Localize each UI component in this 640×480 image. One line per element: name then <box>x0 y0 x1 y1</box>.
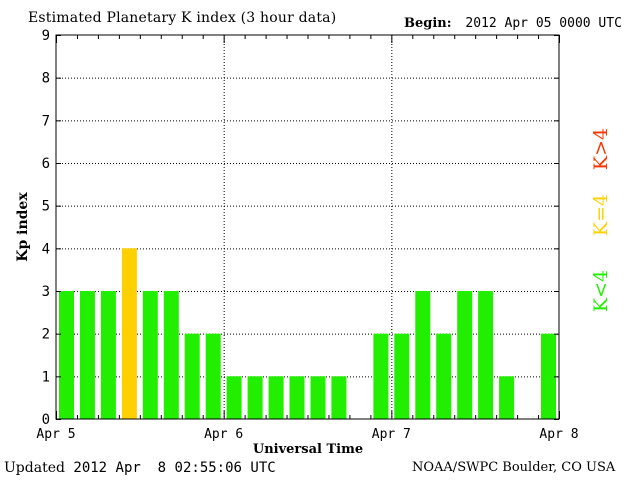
legend-k-equal-4: K=4 <box>590 193 613 237</box>
kp-bar <box>163 291 179 419</box>
y-tick-label: 3 <box>42 284 50 300</box>
updated-label: Updated <box>4 460 65 476</box>
y-tick-label: 2 <box>42 327 50 343</box>
updated-timestamp: Updated 2012 Apr 8 02:55:06 UTC <box>4 460 276 476</box>
x-axis-label: Universal Time <box>253 442 363 457</box>
kp-bar <box>79 291 95 419</box>
kp-bar <box>184 333 200 419</box>
x-tick-label: Apr 8 <box>539 427 578 442</box>
kp-bar <box>100 291 116 419</box>
x-tick-label: Apr 5 <box>36 427 75 442</box>
grid-lines <box>56 35 559 419</box>
y-axis-label: Kp index <box>15 192 31 262</box>
begin-value: 2012 Apr 05 0000 UTC <box>465 16 622 31</box>
chart-title: Estimated Planetary K index (3 hour data… <box>28 10 337 26</box>
kp-bar <box>268 376 284 419</box>
kp-bar <box>394 333 410 419</box>
y-tick-label: 7 <box>42 113 50 129</box>
y-tick-labels: 0 1 2 3 4 5 6 7 8 9 <box>42 28 50 428</box>
kp-bar <box>226 376 242 419</box>
kp-bar <box>121 248 137 419</box>
begin-time: Begin: 2012 Apr 05 0000 UTC <box>404 16 622 31</box>
kp-bar <box>373 333 389 419</box>
y-tick-label: 6 <box>42 156 50 172</box>
y-tick-label: 4 <box>42 241 50 257</box>
kp-bar <box>331 376 347 419</box>
legend-k-greater-4: K>4 <box>590 127 613 171</box>
kp-bar <box>142 291 158 419</box>
legend-k-less-4: K<4 <box>590 269 613 313</box>
y-tick-label: 9 <box>42 28 50 44</box>
y-tick-label: 8 <box>42 71 50 87</box>
kp-bar <box>541 333 556 419</box>
credit-text: NOAA/SWPC Boulder, CO USA <box>412 460 616 475</box>
kp-bar <box>457 291 473 419</box>
x-tick-labels: Apr 5 Apr 6 Apr 7 Apr 8 <box>36 427 578 442</box>
updated-value: 2012 Apr 8 02:55:06 UTC <box>73 460 276 476</box>
x-tick-label: Apr 7 <box>372 427 411 442</box>
kp-bars <box>59 248 556 419</box>
kp-bar <box>415 291 431 419</box>
x-tick-label: Apr 6 <box>204 427 243 442</box>
begin-label: Begin: <box>404 16 452 31</box>
kp-bar <box>310 376 326 419</box>
y-tick-label: 0 <box>42 412 50 428</box>
axis-ticks <box>56 35 560 420</box>
kp-bar <box>59 291 74 419</box>
kp-bar <box>205 333 221 419</box>
kp-bar <box>436 333 452 419</box>
kp-bar <box>478 291 494 419</box>
kp-bar <box>499 376 515 419</box>
y-tick-label: 5 <box>42 199 50 215</box>
y-tick-label: 1 <box>42 369 50 385</box>
kp-bar <box>247 376 263 419</box>
kp-bar <box>289 376 305 419</box>
